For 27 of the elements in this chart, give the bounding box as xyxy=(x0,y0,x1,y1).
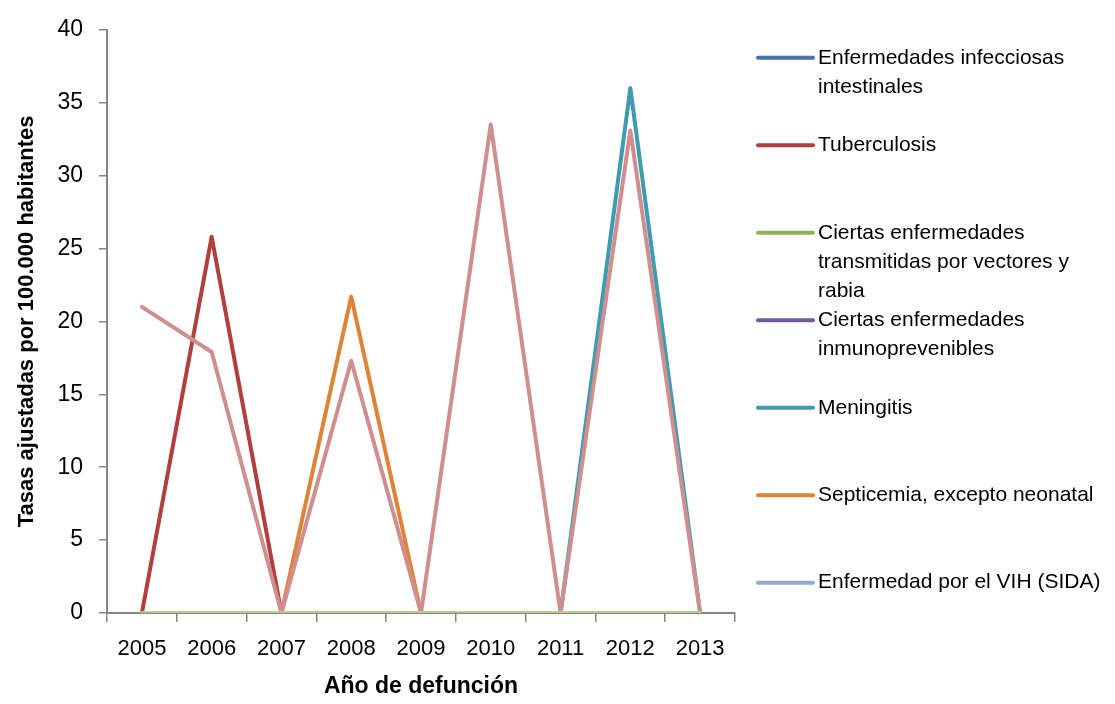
x-axis-title: Año de defunción xyxy=(323,671,519,698)
y-tick-label: 5 xyxy=(70,525,83,552)
x-tick-label: 2006 xyxy=(187,635,237,661)
legend-label: Septicemia, excepto neonatal xyxy=(818,482,1094,505)
y-tick-label: 40 xyxy=(57,15,83,42)
y-tick-label: 25 xyxy=(57,233,83,260)
x-tick-label: 2009 xyxy=(396,635,446,661)
x-tick-label: 2010 xyxy=(466,635,516,661)
y-tick-label: 15 xyxy=(57,379,83,406)
y-tick-label: 10 xyxy=(57,452,83,479)
x-tick-label: 2005 xyxy=(117,635,167,661)
legend-label: Enfermedades infecciosas intestinales xyxy=(818,44,1065,97)
x-tick-label: 2013 xyxy=(675,635,725,661)
legend-label: Ciertas enfermedades transmitidas por vectores y rabia xyxy=(818,219,1070,301)
legend-label: Meningitis xyxy=(818,394,913,418)
x-tick-label: 2008 xyxy=(326,635,376,661)
y-tick-label: 30 xyxy=(57,160,83,187)
legend-label: Ciertas enfermedades inmunoprevenibles xyxy=(818,307,1025,360)
y-tick-label: 0 xyxy=(70,598,83,625)
legend-label: Enfermedad por el VIH (SIDA) xyxy=(818,569,1101,593)
y-tick-label: 20 xyxy=(57,306,83,333)
y-axis-title: Tasas ajustadas por 100.000 habitantes xyxy=(13,115,39,528)
legend-label: Tuberculosis xyxy=(818,132,937,156)
x-tick-label: 2012 xyxy=(605,635,655,661)
y-tick-label: 35 xyxy=(57,88,83,115)
x-tick-label: 2007 xyxy=(256,635,306,661)
x-tick-label: 2011 xyxy=(536,635,585,661)
